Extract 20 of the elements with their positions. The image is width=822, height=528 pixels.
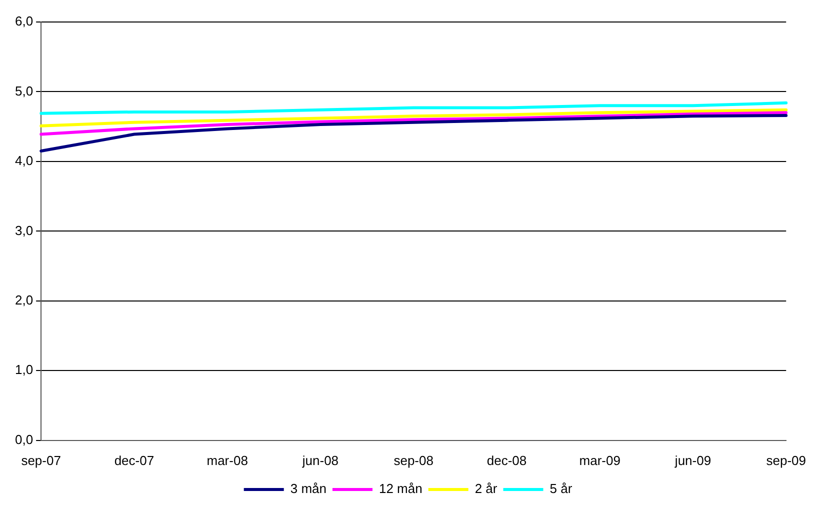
y-tick-label: 3,0: [14, 222, 34, 238]
x-tick-label: sep-09: [766, 452, 806, 468]
y-tick-label: 4,0: [14, 153, 34, 168]
legend-label: 2 år: [474, 481, 498, 496]
y-tick-label: 5,0: [14, 83, 34, 98]
legend-label: 5 år: [550, 481, 573, 496]
y-tick-label: 1,0: [14, 362, 34, 378]
x-tick-label: sep-07: [21, 452, 61, 468]
x-tick-label: dec-07: [114, 452, 154, 468]
x-tick-label: sep-08: [394, 452, 434, 468]
legend-label: 3 mån: [290, 481, 326, 496]
y-tick-label: 0,0: [14, 432, 34, 447]
x-tick-label: mar-08: [206, 452, 248, 468]
x-tick-label: jun-08: [301, 452, 339, 468]
x-tick-label: jun-09: [674, 452, 712, 468]
y-tick-label: 6,0: [14, 14, 34, 29]
x-tick-label: dec-08: [486, 452, 527, 468]
legend-label: 12 mån: [378, 481, 422, 496]
y-tick-label: 2,0: [14, 292, 34, 308]
x-tick-label: mar-09: [579, 452, 620, 468]
